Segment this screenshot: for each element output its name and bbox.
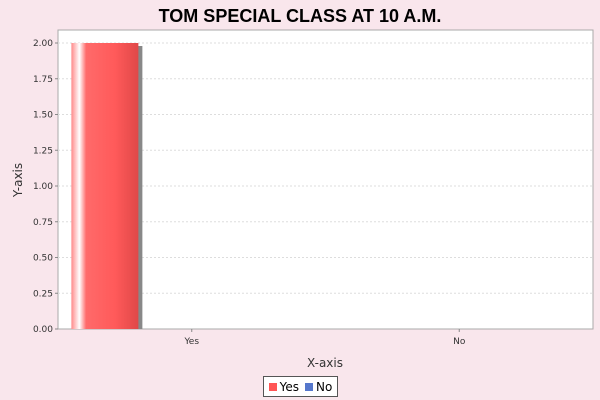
y-tick-label: 1.25 (33, 146, 53, 156)
x-axis-ticks: Yes No (183, 329, 466, 347)
y-tick-label: 0.75 (33, 218, 53, 228)
legend-swatch-no (305, 382, 314, 391)
y-tick-label: 0.50 (33, 254, 53, 264)
chart-title: TOM SPECIAL CLASS AT 10 A.M. (159, 6, 442, 26)
x-tick-label: No (453, 337, 466, 347)
legend-swatch-yes (268, 382, 277, 391)
legend-item-no: No (305, 380, 332, 394)
y-axis-label: Y-axis (11, 163, 25, 198)
y-axis-ticks: 0.00 0.25 0.50 0.75 1.00 1.25 1.50 1.75 2.00 (33, 39, 58, 335)
y-tick-label: 0.00 (33, 325, 53, 335)
y-tick-label: 1.00 (33, 182, 53, 192)
legend-item-yes: Yes (268, 379, 300, 394)
legend: Yes No (263, 376, 338, 397)
y-tick-label: 2.00 (33, 39, 53, 49)
x-tick-label: Yes (183, 337, 199, 347)
bar-yes-yes (71, 43, 139, 329)
y-tick-label: 0.25 (33, 289, 53, 299)
legend-label-no: No (316, 379, 333, 394)
y-tick-label: 1.50 (33, 111, 53, 121)
x-axis-label: X-axis (307, 356, 343, 370)
grid-lines (58, 42, 593, 294)
y-tick-label: 1.75 (33, 75, 53, 85)
bars (71, 43, 143, 329)
legend-label-yes: Yes (279, 379, 300, 394)
plot-area (57, 29, 594, 330)
